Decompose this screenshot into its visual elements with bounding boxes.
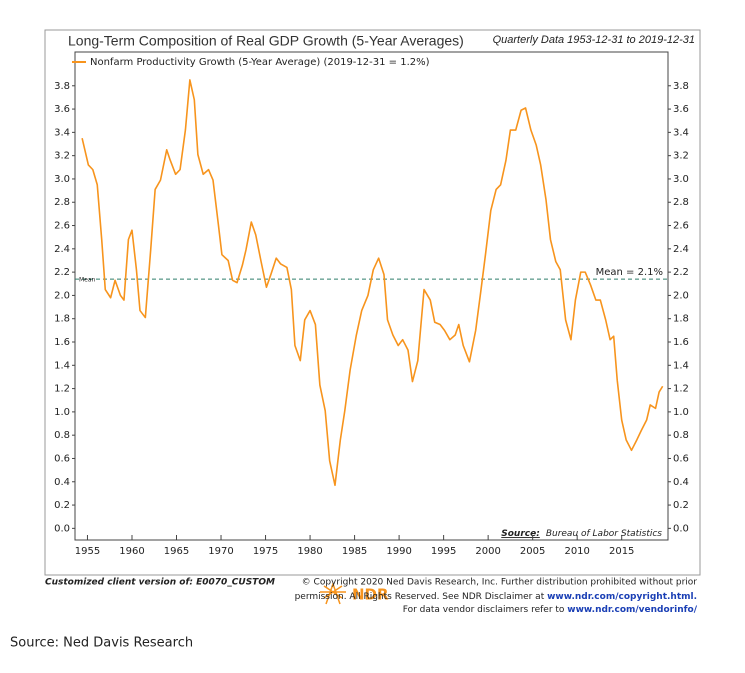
y-tick-label: 2.0 (54, 290, 70, 301)
y2-tick-label: 0.4 (673, 477, 689, 488)
copyright-link[interactable]: www.ndr.com/copyright.html. (547, 592, 697, 602)
y-tick-label: 1.2 (54, 384, 70, 395)
y-tick-label: 3.8 (54, 81, 70, 92)
y2-tick-label: 0.6 (673, 453, 689, 464)
x-tick-label: 2005 (520, 546, 545, 557)
y2-tick-label: 3.2 (673, 151, 689, 162)
x-tick-label: 1985 (342, 546, 367, 557)
mean-label: Mean = 2.1% (596, 267, 663, 278)
y2-tick-label: 1.4 (673, 360, 689, 371)
y-tick-label: 3.6 (54, 104, 70, 115)
y-tick-label: 2.6 (54, 221, 70, 232)
copyright-line: permission. All Rights Reserved. See NDR… (295, 592, 697, 602)
logo: NDR (320, 581, 389, 605)
y2-tick-label: 2.6 (673, 221, 689, 232)
y-tick-label: 2.8 (54, 197, 70, 208)
y2-tick-label: 3.8 (673, 81, 689, 92)
y2-tick-label: 0.8 (673, 430, 689, 441)
x-tick-label: 1980 (297, 546, 322, 557)
y-tick-label: 3.0 (54, 174, 70, 185)
outer-frame (44, 29, 701, 576)
y2-tick-label: 1.6 (673, 337, 689, 348)
y-tick-label: 1.4 (54, 360, 70, 371)
x-tick-label: 1995 (431, 546, 456, 557)
chart-title: Long-Term Composition of Real GDP Growth… (68, 33, 464, 49)
y2-tick-label: 1.8 (673, 314, 689, 325)
logo-text: NDR (352, 586, 389, 604)
y2-tick-label: 1.0 (673, 407, 689, 418)
y-tick-label: 1.0 (54, 407, 70, 418)
y2-tick-label: 3.6 (673, 104, 689, 115)
y2-tick-label: 1.2 (673, 384, 689, 395)
y-tick-label: 1.6 (54, 337, 70, 348)
y-tick-label: 3.2 (54, 151, 70, 162)
y-tick-label: 1.8 (54, 314, 70, 325)
x-tick-label: 2010 (564, 546, 589, 557)
title-backdrop (66, 34, 446, 50)
source-text: Bureau of Labor Statistics (546, 529, 662, 539)
copyright-text: permission. All Rights Reserved. See NDR… (295, 592, 548, 602)
y2-tick-label: 2.0 (673, 290, 689, 301)
chart-subtitle: Quarterly Data 1953-12-31 to 2019-12-31 (493, 34, 695, 46)
x-tick-label: 2000 (475, 546, 500, 557)
y-tick-label: 0.6 (54, 453, 70, 464)
client-note: Customized client version of: E0070_CUST… (45, 578, 275, 588)
x-tick-label: 1965 (164, 546, 189, 557)
source-label: Source: (501, 529, 540, 539)
x-tick-label: 1975 (253, 546, 278, 557)
mean-tag: Mean (79, 277, 96, 284)
y-tick-label: 0.8 (54, 430, 70, 441)
page-source: Source: Ned Davis Research (10, 636, 193, 651)
y2-tick-label: 3.0 (673, 174, 689, 185)
y2-tick-label: 2.2 (673, 267, 689, 278)
y2-tick-label: 0.0 (673, 523, 689, 534)
y-tick-label: 0.2 (54, 500, 70, 511)
source-note: Source: Bureau of Labor Statistics (501, 529, 662, 539)
copyright-text: For data vendor disclaimers refer to (403, 605, 568, 615)
x-tick-label: 2015 (609, 546, 634, 557)
x-tick-label: 1990 (386, 546, 411, 557)
y-tick-label: 3.4 (54, 127, 70, 138)
y2-tick-label: 3.4 (673, 127, 689, 138)
x-tick-label: 1955 (75, 546, 100, 557)
vendor-link[interactable]: www.ndr.com/vendorinfo/ (567, 605, 697, 615)
logo-icon (320, 581, 346, 605)
plot-frame (74, 51, 669, 541)
y2-tick-label: 2.4 (673, 244, 689, 255)
x-tick-label: 1970 (208, 546, 233, 557)
copyright-line: For data vendor disclaimers refer to www… (403, 605, 698, 615)
y2-tick-label: 2.8 (673, 197, 689, 208)
data-line (81, 79, 664, 487)
y2-tick-label: 0.2 (673, 500, 689, 511)
legend-label: Nonfarm Productivity Growth (5-Year Aver… (90, 57, 430, 68)
y-tick-label: 0.0 (54, 523, 70, 534)
y-tick-label: 2.4 (54, 244, 70, 255)
y-tick-label: 0.4 (54, 477, 70, 488)
copyright-line: © Copyright 2020 Ned Davis Research, Inc… (302, 578, 698, 588)
x-tick-label: 1960 (119, 546, 144, 557)
y-tick-label: 2.2 (54, 267, 70, 278)
